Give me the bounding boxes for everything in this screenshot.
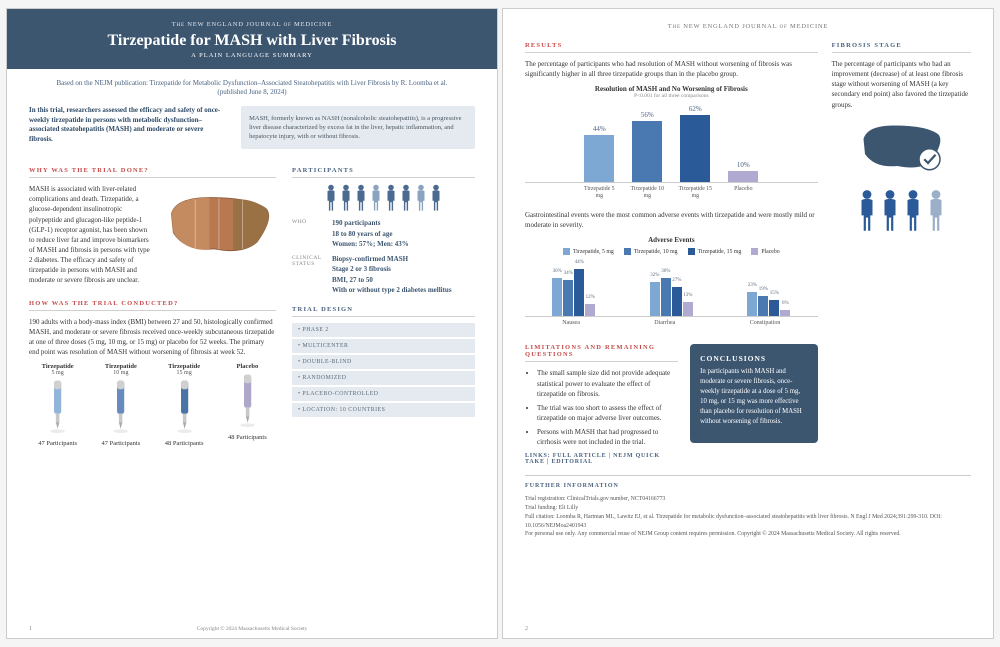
limitation-item: The small sample size did not provide ad… (537, 368, 678, 398)
participants-icons (292, 184, 475, 212)
design-item: • RANDOMIZED (292, 371, 475, 385)
ae-text: Gastrointestinal events were the most co… (525, 210, 818, 230)
doc-subtitle: A PLAIN LANGUAGE SUMMARY (29, 52, 475, 59)
limitation-item: The trial was too short to assess the ef… (537, 403, 678, 423)
further-info: FURTHER INFORMATION Trial registration: … (525, 475, 971, 538)
trial-arm: Placebo 48 Participants (219, 363, 276, 447)
heading-fibrosis: FIBROSIS STAGE (832, 42, 971, 53)
design-item: • PHASE 2 (292, 323, 475, 337)
how-text: 190 adults with a body-mass index (BMI) … (29, 317, 276, 358)
conclusions-box: CONCLUSIONS In participants with MASH an… (690, 344, 818, 442)
heading-participants: PARTICIPANTS (292, 167, 475, 178)
fibrosis-text: The percentage of participants who had a… (832, 59, 971, 110)
results-chart: Resolution of MASH and No Worsening of F… (525, 85, 818, 200)
page-1: The NEW ENGLAND JOURNAL of MEDICINE Tirz… (6, 8, 498, 639)
fibrosis-people-icons (832, 188, 971, 234)
intro-summary: In this trial, researchers assessed the … (29, 106, 227, 149)
links-row: LINKS: FULL ARTICLE | NEJM QUICK TAKE | … (525, 453, 678, 465)
liver-check-icon (832, 118, 971, 180)
results-text: The percentage of participants who had r… (525, 59, 818, 79)
limitations-list: The small sample size did not provide ad… (525, 368, 678, 447)
heading-results: RESULTS (525, 42, 818, 53)
participants-info: WHO190 participants18 to 80 years of age… (292, 218, 475, 296)
intro-definition: MASH, formerly known as NASH (nonalcohol… (241, 106, 475, 149)
copyright: Copyright © 2024 Massachusetts Medical S… (7, 626, 497, 632)
heading-design: TRIAL DESIGN (292, 306, 475, 317)
adverse-events-chart: Adverse Events Tirzepatide, 5 mgTirzepat… (525, 236, 818, 326)
heading-how: HOW WAS THE TRIAL CONDUCTED? (29, 300, 276, 311)
title-banner: The NEW ENGLAND JOURNAL of MEDICINE Tirz… (7, 9, 497, 69)
why-text: MASH is associated with liver-related co… (29, 184, 154, 285)
journal-name: The NEW ENGLAND JOURNAL of MEDICINE (525, 23, 971, 30)
design-item: • DOUBLE-BLIND (292, 355, 475, 369)
design-item: • LOCATION: 10 COUNTRIES (292, 403, 475, 417)
design-item: • PLACEBO-CONTROLLED (292, 387, 475, 401)
page-2: The NEW ENGLAND JOURNAL of MEDICINE RESU… (502, 8, 994, 639)
design-item: • MULTICENTER (292, 339, 475, 353)
trial-arm: Tirzepatide 15 mg 48 Participants (156, 363, 213, 447)
journal-name: The NEW ENGLAND JOURNAL of MEDICINE (29, 21, 475, 28)
trial-arm: Tirzepatide 10 mg 47 Participants (92, 363, 149, 447)
trial-arms: Tirzepatide 5 mg 47 Participants Tirzepa… (29, 363, 276, 447)
liver-illustration (162, 184, 276, 258)
limitation-item: Persons with MASH that had progressed to… (537, 427, 678, 447)
design-list: • PHASE 2 • MULTICENTER • DOUBLE-BLIND • RA… (292, 323, 475, 417)
heading-limitations: LIMITATIONS AND REMAINING QUESTIONS (525, 344, 678, 362)
doc-title: Tirzepatide for MASH with Liver Fibrosis (29, 32, 475, 50)
trial-arm: Tirzepatide 5 mg 47 Participants (29, 363, 86, 447)
based-on: Based on the NEJM publication: Tirzepati… (29, 69, 475, 106)
heading-why: WHY WAS THE TRIAL DONE? (29, 167, 276, 178)
page-number: 2 (525, 626, 528, 632)
